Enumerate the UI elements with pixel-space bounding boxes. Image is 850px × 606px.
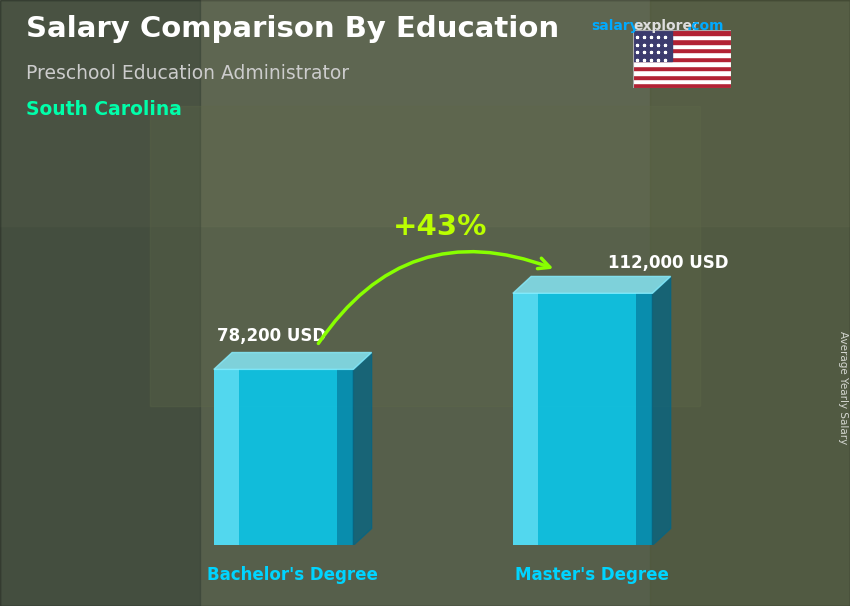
Bar	[633, 57, 731, 61]
Bar	[633, 79, 731, 84]
Text: Preschool Education Administrator: Preschool Education Administrator	[26, 64, 348, 82]
Polygon shape	[214, 353, 371, 370]
Bar	[633, 53, 731, 57]
Bar	[337, 370, 354, 545]
Text: salary: salary	[591, 19, 638, 33]
Bar	[633, 30, 731, 35]
Text: .com: .com	[687, 19, 724, 33]
Bar	[633, 84, 731, 88]
Polygon shape	[354, 353, 371, 545]
Bar	[633, 65, 731, 70]
Bar	[150, 106, 700, 406]
Bar	[633, 30, 672, 61]
Text: Average Yearly Salary: Average Yearly Salary	[838, 331, 848, 444]
Bar	[513, 293, 538, 545]
Bar	[0, 0, 850, 226]
Bar	[633, 48, 731, 53]
Bar	[633, 39, 731, 44]
Bar	[633, 75, 731, 79]
Bar	[633, 70, 731, 75]
Text: +43%: +43%	[393, 213, 487, 241]
Bar	[0, 0, 200, 606]
Bar	[636, 293, 653, 545]
Text: Salary Comparison By Education: Salary Comparison By Education	[26, 15, 558, 43]
Text: Master's Degree: Master's Degree	[515, 565, 669, 584]
Bar	[650, 0, 850, 606]
Bar	[513, 293, 653, 545]
Bar	[633, 44, 731, 48]
Text: South Carolina: South Carolina	[26, 100, 181, 119]
Polygon shape	[653, 276, 671, 545]
Bar	[633, 61, 731, 65]
Text: explorer: explorer	[633, 19, 699, 33]
Bar	[214, 370, 354, 545]
Polygon shape	[513, 276, 671, 293]
Text: 78,200 USD: 78,200 USD	[217, 327, 326, 345]
Bar	[633, 35, 731, 39]
Text: 112,000 USD: 112,000 USD	[608, 254, 728, 272]
Text: Bachelor's Degree: Bachelor's Degree	[207, 565, 378, 584]
Bar	[214, 370, 239, 545]
